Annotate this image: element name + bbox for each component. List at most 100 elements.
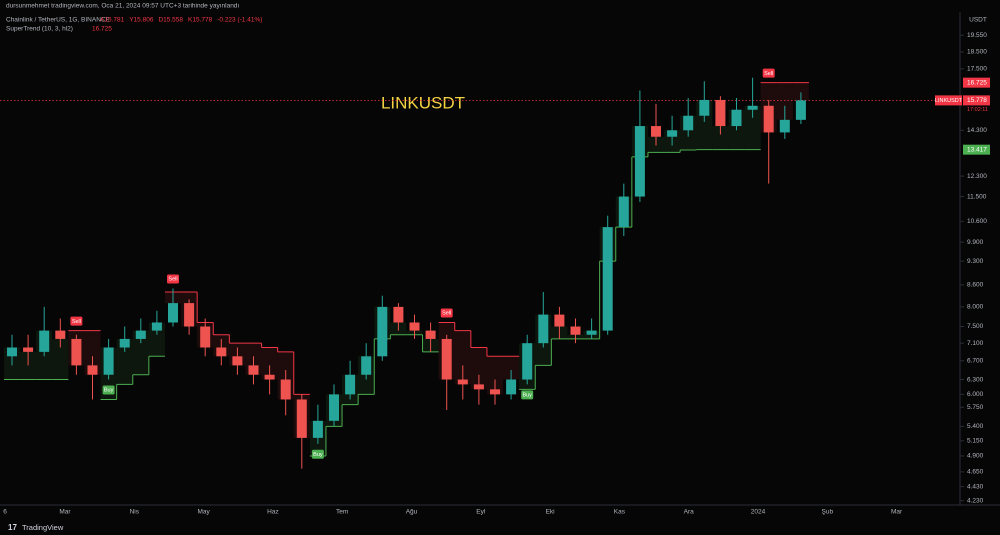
trend-fill <box>486 356 504 395</box>
candle-body <box>554 314 565 327</box>
candle-body <box>119 338 130 348</box>
ohlc-value: Y15.806 <box>129 17 154 24</box>
candle-body <box>280 379 291 400</box>
y-tick-label: 4.230 <box>967 497 984 504</box>
candle-body <box>264 374 275 380</box>
price-tag <box>963 77 990 88</box>
signal-box <box>70 316 83 326</box>
trend-fill <box>148 322 165 357</box>
y-tick-label: 9.900 <box>967 239 984 246</box>
candle-body <box>71 338 82 366</box>
y-tick-label: 5.400 <box>967 423 984 430</box>
candle-body <box>39 330 50 352</box>
candle-body <box>345 374 356 395</box>
trend-fill <box>470 347 487 390</box>
signal-label: Sell <box>442 311 451 317</box>
trend-fill <box>261 347 278 380</box>
candle-body <box>103 347 114 375</box>
candle-body <box>506 379 517 395</box>
x-tick-label: Haz <box>267 509 279 516</box>
candle-body <box>168 303 178 323</box>
trend-fill <box>116 338 133 385</box>
signal-label: Buy <box>104 388 114 394</box>
y-tick-label: 9.300 <box>967 258 984 265</box>
candle-body <box>457 379 468 385</box>
candle-body <box>248 365 259 375</box>
ohlc-value: D15.558 <box>158 17 183 24</box>
trend-fill <box>52 338 69 380</box>
price-tag <box>963 144 990 155</box>
footer <box>0 520 1000 535</box>
x-tick-label: Mar <box>59 509 71 516</box>
price-tag-label: 16.725 <box>967 79 987 86</box>
plot-area: 4.230 4.430 4.650 4.900 5.150 5.400 5.750 6.000… <box>0 32 990 516</box>
y-tick-label: 19.550 <box>967 32 987 39</box>
price-tag-label: 13.417 <box>967 146 987 153</box>
candle-body <box>329 394 339 421</box>
x-tick-label: Tem <box>336 509 348 516</box>
signal-box <box>311 449 324 459</box>
candle-body <box>55 330 66 339</box>
signal-label: Buy <box>313 452 323 458</box>
ohlc-value: A15.781 <box>100 17 125 24</box>
y-tick-label: 17.500 <box>967 66 987 73</box>
candle-body <box>7 347 17 357</box>
currency: USDT <box>969 17 987 24</box>
signal-box <box>167 274 179 284</box>
y-tick-label: 7.500 <box>967 323 984 330</box>
x-tick-label: Ağu <box>406 509 418 516</box>
x-tick-label: Nis <box>130 509 140 516</box>
candle-body <box>795 100 806 120</box>
trend-fill <box>454 330 471 385</box>
countdown: 17:02:11 <box>967 107 988 113</box>
indicator-name: SuperTrend (10, 3, hl2) <box>6 26 73 33</box>
ohlc-value: K15.778 <box>188 17 213 24</box>
logo: TradingView <box>22 523 64 532</box>
candle-body <box>135 330 146 339</box>
trend-fill <box>712 126 729 150</box>
candle-body <box>425 330 436 339</box>
y-tick-label: 18.500 <box>967 49 987 56</box>
signal-label: Sell <box>764 71 773 77</box>
x-tick-label: Eyl <box>476 509 486 516</box>
x-tick-label: Ara <box>684 509 695 516</box>
candle-body <box>634 126 645 197</box>
x-tick-label: Eki <box>546 509 555 516</box>
candle-body <box>667 130 678 137</box>
candle-body <box>296 399 307 438</box>
x-tick-label: 6 <box>3 509 7 516</box>
trend-fill <box>20 351 37 380</box>
price-tag <box>963 95 990 106</box>
symbol-line: Chainlink / TetherUS, 1G, BINANCE <box>6 17 111 24</box>
candle-body <box>361 356 372 375</box>
candle-body <box>763 105 774 133</box>
x-tick-label: Kas <box>614 509 626 516</box>
published-info: dursunmehmet tradingview.com, Oca 21, 20… <box>6 3 239 10</box>
candle-body <box>618 196 629 228</box>
y-tick-label: 4.900 <box>967 453 984 460</box>
y-tick-label: 4.430 <box>967 483 984 490</box>
candle-body <box>683 115 694 131</box>
candle-body <box>602 227 613 331</box>
candle-body <box>490 389 500 395</box>
indicator-value: 16.725 <box>92 26 112 33</box>
candle-body <box>570 326 581 335</box>
x-tick-label: Şub <box>822 509 834 516</box>
y-tick-label: 14.300 <box>967 127 987 134</box>
candle-body <box>151 322 162 331</box>
y-tick-label: 6.000 <box>967 391 984 398</box>
trend-fill <box>744 105 761 150</box>
y-tick-label: 5.150 <box>967 438 984 445</box>
candle-body <box>731 109 742 127</box>
symbol-tag-label: LINKUSDT <box>935 98 963 104</box>
trend-fill <box>792 82 809 101</box>
candle-body <box>586 330 597 335</box>
candle-body <box>393 306 404 323</box>
candle-body <box>23 347 34 352</box>
y-tick-label: 4.650 <box>967 469 984 476</box>
candle-body <box>184 303 195 327</box>
symbol-tag <box>935 95 962 106</box>
candle-body <box>538 314 549 344</box>
y-tick-label: 6.300 <box>967 376 984 383</box>
